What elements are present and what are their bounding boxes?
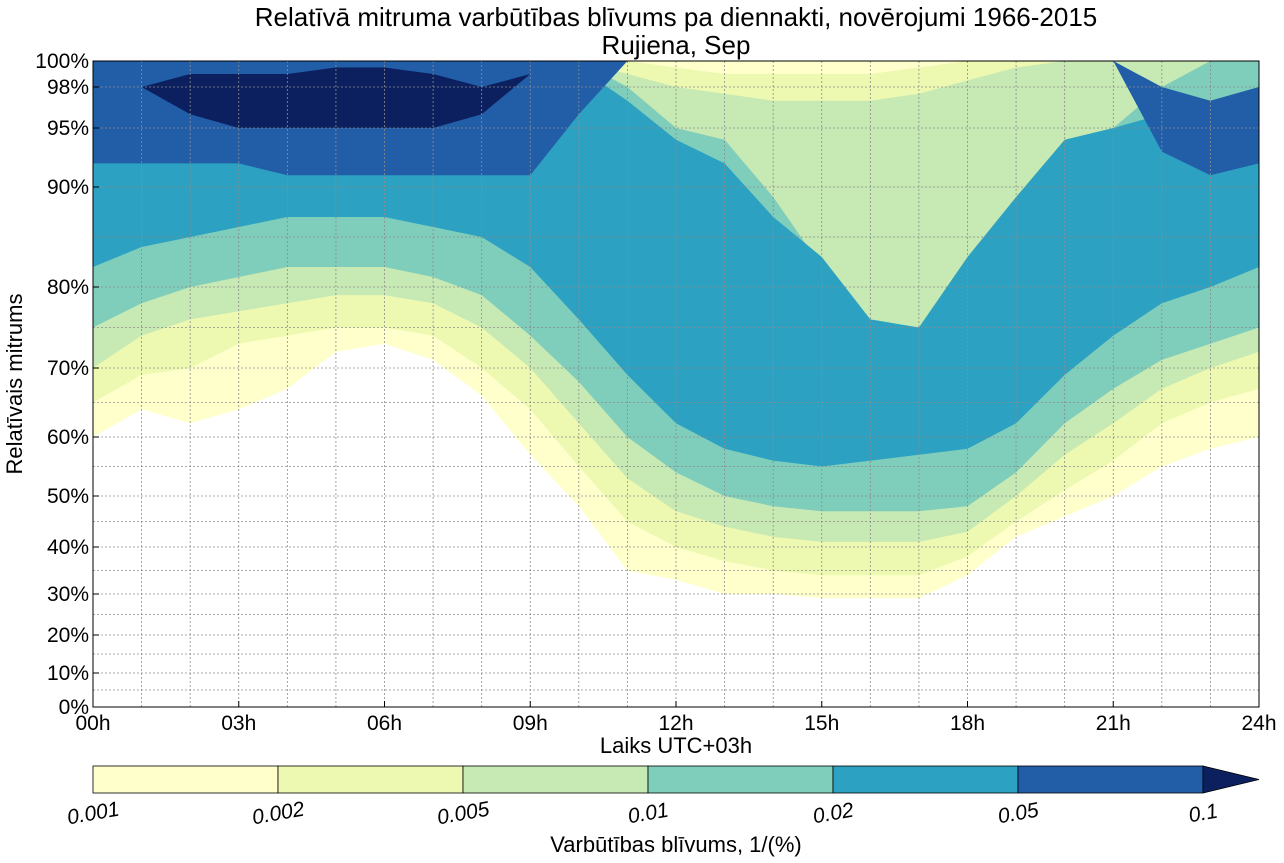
x-tick-label: 12h [658,712,693,735]
y-tick-label: 100% [35,50,89,73]
x-tick-label: 00h [75,712,110,735]
y-tick-label: 30% [47,583,89,606]
chart-title: Relatīvā mitruma varbūtības blīvums pa d… [255,2,1098,32]
colorbar-segment [1017,765,1204,794]
y-tick-label: 98% [47,76,89,99]
colorbar-extend-arrow [1202,765,1260,794]
y-tick-label: 90% [47,176,89,199]
y-tick-label: 80% [47,276,89,299]
y-tick-label: 20% [47,624,89,647]
y-tick-label: 95% [47,117,89,140]
y-tick-label: 60% [47,426,89,449]
y-tick-label: 10% [47,662,89,685]
y-axis-label: Relatīvais mitrums [2,294,27,475]
x-tick-label: 06h [367,712,402,735]
x-axis-ticks: 00h 03h 06h 09h 12h 15h 18h 21h 24h [75,701,1277,735]
colorbar-segment [832,765,1019,794]
y-tick-label: 40% [47,536,89,559]
colorbar: 0.001 0.002 0.005 0.01 0.02 0.05 0.1 [65,765,1260,830]
y-axis-ticks: 0% 10% 20% 30% 40% 50% 60% 70% 80% 90% 95% 98% 100% [35,50,99,719]
colorbar-tick-label: 0.02 [811,799,856,829]
colorbar-tick-label: 0.05 [996,799,1041,829]
plot-area [92,60,1260,708]
colorbar-tick-label: 0.001 [65,798,121,830]
colorbar-segment [647,765,834,794]
colorbar-tick-label: 0.1 [1187,800,1220,828]
x-tick-label: 09h [513,712,548,735]
x-tick-label: 03h [221,712,256,735]
colorbar-segment [92,765,279,794]
x-tick-label: 24h [1241,712,1276,735]
y-tick-label: 50% [47,485,89,508]
colorbar-label: Varbūtības blīvums, 1/(%) [550,832,801,857]
colorbar-tick-label: 0.005 [435,798,491,830]
x-tick-label: 21h [1096,712,1131,735]
colorbar-segment [462,765,649,794]
colorbar-segment [277,765,464,794]
x-tick-label: 18h [950,712,985,735]
x-axis-label: Laiks UTC+03h [600,733,752,758]
colorbar-tick-label: 0.01 [626,799,670,829]
chart-subtitle: Rujiena, Sep [602,30,751,60]
x-tick-label: 15h [804,712,839,735]
y-tick-label: 0% [59,696,89,719]
colorbar-tick-label: 0.002 [250,798,306,830]
y-tick-label: 70% [47,357,89,380]
